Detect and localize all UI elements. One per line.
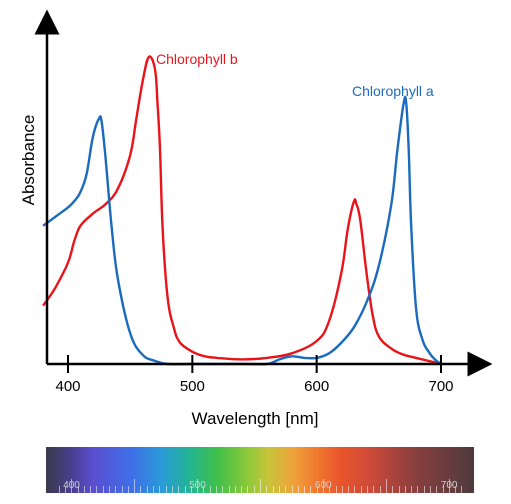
spectrum-minor-tick [266,486,268,493]
x-tick-label-400: 400 [55,378,80,395]
spectrum-minor-tick [77,486,79,493]
spectrum-minor-tick [121,486,123,493]
x-axis-label: Wavelength [nm] [192,409,319,428]
spectrum-minor-tick [247,486,249,493]
spectrum-minor-tick [215,486,217,493]
series-line-chlorophyll-a [42,95,442,366]
spectrum-minor-tick [398,486,400,493]
spectrum-minor-tick [392,486,394,493]
spectrum-minor-tick [58,486,60,493]
spectrum-minor-tick [234,486,236,493]
plot-area [42,55,442,366]
spectrum-minor-tick [417,486,419,493]
spectrum-minor-tick [272,486,274,493]
spectrum-minor-tick [203,486,205,493]
spectrum-minor-tick [373,486,375,493]
spectrum-label-600: 600 [314,480,332,491]
x-tick-label-700: 700 [428,378,453,395]
spectrum-minor-tick [108,486,110,493]
spectrum-minor-tick [461,486,463,493]
spectrum-minor-tick [404,486,406,493]
spectrum-minor-tick [278,486,280,493]
spectrum-minor-tick [335,486,337,493]
spectrum-minor-tick [197,479,199,493]
spectrum-minor-tick [360,486,362,493]
spectrum-minor-tick [209,486,211,493]
spectrum-minor-tick [184,486,186,493]
spectrum-minor-tick [385,479,387,493]
spectrum-minor-tick [146,486,148,493]
x-tick-label-500: 500 [180,378,205,395]
series-label-chlorophyll-b: Chlorophyll b [156,51,238,67]
spectrum-minor-tick [140,486,142,493]
spectrum-minor-tick [71,479,73,493]
spectrum-minor-tick [316,486,318,493]
spectrum-minor-tick [102,486,104,493]
x-ticks: 400 500 600 700 [55,355,454,395]
spectrum-minor-tick [285,486,287,493]
series-label-chlorophyll-a: Chlorophyll a [352,83,434,99]
spectrum-minor-tick [153,486,154,493]
spectrum-minor-tick [348,486,350,493]
spectrum-minor-tick [178,486,180,493]
spectrum-minor-tick [115,486,117,493]
spectrum-minor-tick [329,486,331,493]
spectrum-label-700: 700 [440,480,458,491]
spectrum-minor-tick [241,486,243,493]
spectrum-minor-tick [253,486,255,493]
absorbance-chart: 400 500 600 700 Absorbance Wavelength [nm] … [19,9,493,428]
spectrum-minor-tick [367,486,368,493]
spectrum-minor-tick [411,486,413,493]
spectrum-minor-tick [429,486,431,493]
spectrum-minor-tick [96,486,98,493]
visible-spectrum-bar: 400 500 600 700 [46,447,474,493]
spectrum-minor-tick [436,486,438,493]
spectrum-minor-tick [297,486,299,493]
spectrum-minor-tick [159,486,161,493]
spectrum-minor-tick [90,486,92,493]
spectrum-minor-tick [354,486,356,493]
spectrum-minor-tick [291,486,293,493]
spectrum-minor-tick [228,486,230,493]
series-line-chlorophyll-b [42,55,442,366]
spectrum-minor-tick [304,486,306,493]
spectrum-minor-tick [171,486,173,493]
spectrum-minor-tick [127,486,129,493]
spectrum-minor-tick [379,486,381,493]
spectrum-minor-tick [165,486,167,493]
spectrum-label-500: 500 [189,480,206,491]
spectrum-minor-tick [83,486,85,493]
spectrum-minor-tick [341,486,343,493]
spectrum-minor-tick [442,486,444,493]
spectrum-minor-tick [455,486,457,493]
y-axis-label: Absorbance [19,115,38,206]
spectrum-minor-tick [222,486,224,493]
spectrum-minor-tick [134,479,136,493]
spectrum-minor-tick [423,486,425,493]
spectrum-label-400: 400 [63,480,80,491]
spectrum-minor-tick [448,479,450,493]
spectrum-minor-tick [322,479,324,493]
x-tick-label-600: 600 [304,378,329,395]
spectrum-minor-tick [64,486,66,493]
spectrum-minor-tick [260,479,261,493]
spectrum-minor-tick [310,486,312,493]
spectrum-minor-tick [190,486,192,493]
